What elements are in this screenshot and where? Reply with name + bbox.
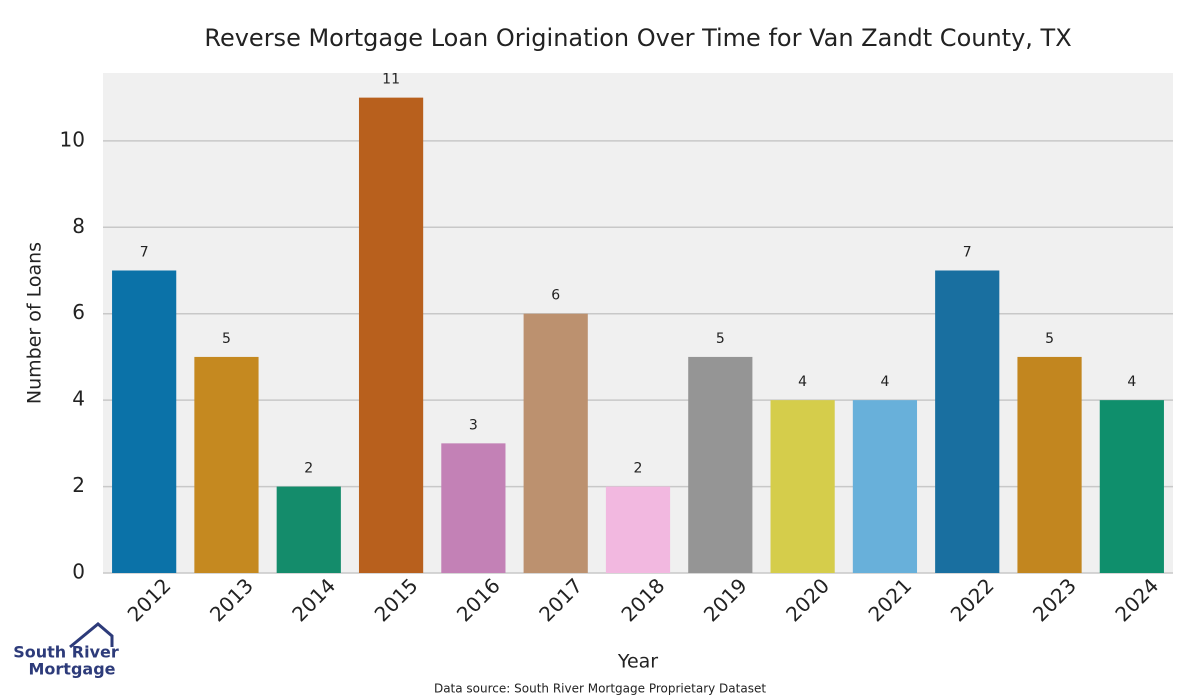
bar xyxy=(852,400,918,573)
x-tick-label: 2017 xyxy=(534,573,587,626)
x-tick-label: 2022 xyxy=(946,573,999,626)
bar xyxy=(688,356,753,573)
data-label: 2 xyxy=(634,461,643,477)
logo: South River Mortgage xyxy=(13,622,119,679)
x-tick-label: 2019 xyxy=(699,573,752,626)
logo-text: Mortgage xyxy=(28,660,115,679)
data-label: 5 xyxy=(222,331,231,347)
y-tick-label: 6 xyxy=(72,300,85,324)
logo-icon xyxy=(69,622,114,649)
data-label: 2 xyxy=(304,461,313,477)
x-tick-label: 2023 xyxy=(1028,573,1081,626)
y-tick-label: 2 xyxy=(72,473,85,497)
bar xyxy=(194,356,259,573)
source-note: Data source: South River Mortgage Propri… xyxy=(434,682,766,696)
x-tick-label: 2020 xyxy=(781,573,834,626)
y-tick-label: 8 xyxy=(72,214,85,238)
x-tick-label: 2016 xyxy=(452,573,505,626)
bar xyxy=(1099,400,1164,573)
data-label: 5 xyxy=(716,331,725,347)
x-tick-label: 2021 xyxy=(863,573,916,626)
y-axis-label: Number of Loans xyxy=(24,242,46,404)
bar xyxy=(276,486,341,573)
data-label: 4 xyxy=(1127,374,1136,390)
data-label: 4 xyxy=(798,374,807,390)
x-tick-label: 2012 xyxy=(123,573,176,626)
bar xyxy=(358,97,424,574)
data-label: 4 xyxy=(880,374,889,390)
data-label: 11 xyxy=(382,72,400,88)
data-label: 7 xyxy=(963,244,972,260)
data-label: 3 xyxy=(469,417,478,433)
x-tick-label: 2018 xyxy=(616,573,669,626)
bar xyxy=(523,313,588,573)
logo-text: South River xyxy=(13,643,119,662)
bar xyxy=(441,443,506,573)
bar xyxy=(112,270,177,573)
bar xyxy=(770,400,835,573)
chart-title: Reverse Mortgage Loan Origination Over T… xyxy=(204,24,1071,52)
bar xyxy=(605,486,671,573)
x-tick-label: 2014 xyxy=(287,573,340,626)
y-tick-label: 4 xyxy=(72,387,85,411)
x-tick-label: 2024 xyxy=(1110,573,1163,626)
bar xyxy=(935,270,1000,573)
bar xyxy=(1017,356,1082,573)
data-label: 6 xyxy=(551,288,560,304)
x-tick-label: 2013 xyxy=(205,573,258,626)
y-tick-label: 10 xyxy=(60,127,85,151)
y-tick-label: 0 xyxy=(72,560,85,584)
x-axis-label: Year xyxy=(617,651,658,673)
data-label: 5 xyxy=(1045,331,1054,347)
data-label: 7 xyxy=(140,244,149,260)
x-tick-label: 2015 xyxy=(370,573,423,626)
